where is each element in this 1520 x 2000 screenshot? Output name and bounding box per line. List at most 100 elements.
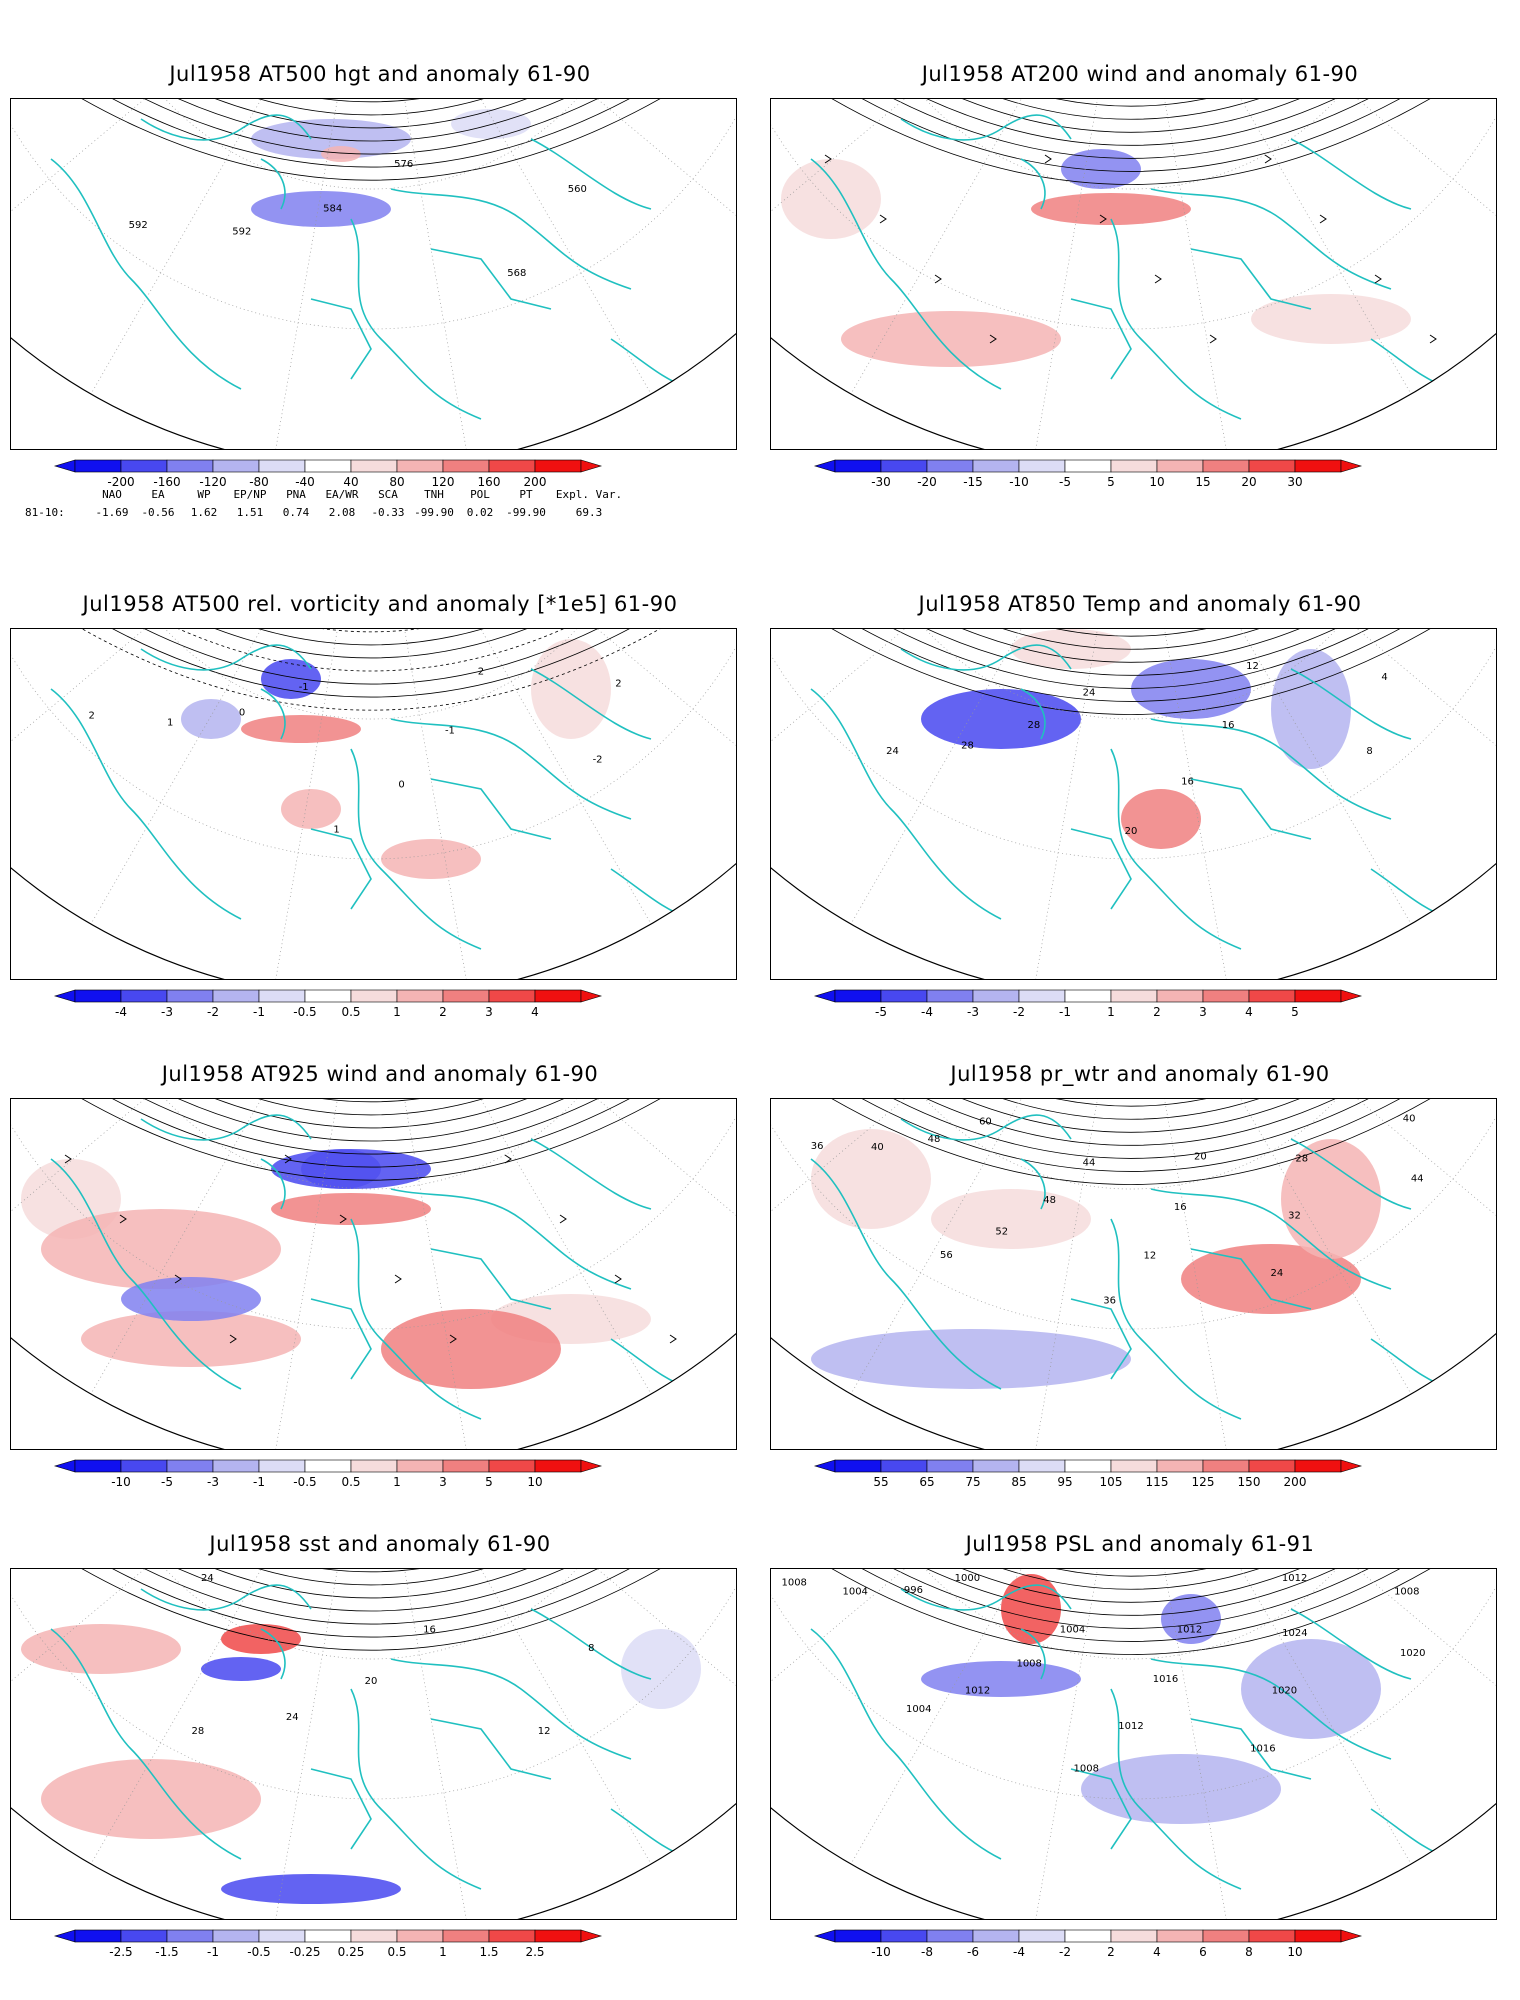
colorbar-tick-label: 8 [1245, 1945, 1253, 1959]
contour-label: 16 [1174, 1202, 1187, 1213]
contour-label: 568 [507, 268, 526, 279]
anomaly-pos [931, 1189, 1091, 1249]
graticule [370, 1569, 469, 1919]
colorbar-tick-label: 2.5 [525, 1945, 544, 1959]
colorbar-swatch [1248, 459, 1296, 473]
coastline [140, 114, 312, 141]
colorbar-swatch [120, 1929, 168, 1943]
anomaly-neg [1131, 659, 1251, 719]
contour-line [771, 1569, 1496, 1616]
streamline-arrow [339, 1214, 347, 1224]
graticule [1130, 99, 1229, 449]
colorbar: 55 65 75 85 95 105 115 125 150 200 [813, 1458, 1455, 1489]
colorbar-tick-label: 0.5 [341, 1005, 360, 1019]
contour-label: 12 [538, 1726, 551, 1737]
colorbar-tick-label: -1 [253, 1475, 265, 1489]
contour-line [11, 1569, 736, 1638]
coastline [1110, 748, 1242, 950]
contour-line [771, 1569, 1496, 1629]
colorbar-swatch [1294, 459, 1342, 473]
coastline [350, 1218, 482, 1420]
anomaly-neg [1241, 1639, 1381, 1739]
contour-line [11, 629, 736, 711]
map-frame: 2 -2 2 -1 0 1 -1 0 1 2 [10, 628, 737, 980]
telecon-value: 1.51 [236, 505, 264, 519]
anomaly-neg [271, 1149, 431, 1189]
coastline [1190, 248, 1312, 310]
anomaly-neg [121, 1277, 261, 1321]
colorbar-arrow-right [580, 989, 603, 1003]
coastline [610, 1338, 692, 1390]
anomaly-pos [281, 789, 341, 829]
coastline [1020, 1158, 1046, 1210]
streamline-arrow [1099, 214, 1107, 224]
colorbar-tick-label: 5 [1107, 475, 1115, 489]
colorbar-tick-label: -2 [207, 1005, 219, 1019]
graticule [11, 1569, 372, 1571]
contour-line [771, 99, 1496, 172]
coastline [430, 1718, 552, 1780]
colorbar-tick-label: 75 [965, 1475, 980, 1489]
colorbar-swatch [972, 1459, 1020, 1473]
colorbar-tick-label: 95 [1057, 1475, 1072, 1489]
colorbar-tick-label: -3 [161, 1005, 173, 1019]
map-content [771, 99, 1496, 449]
map-content [771, 629, 1496, 979]
contour-label: 32 [1288, 1210, 1301, 1221]
anomaly-neg [451, 109, 531, 139]
telecon-value: 1.62 [190, 505, 218, 519]
streamline-arrow [614, 1274, 622, 1284]
coastline [140, 1114, 312, 1141]
graticule [1130, 629, 1496, 631]
map-frame: 40 44 28 32 24 20 16 12 36 44 48 52 56 60 48 40 36 [770, 1098, 1497, 1450]
contour-label: 40 [871, 1142, 884, 1153]
anomaly-pos [811, 1129, 931, 1229]
colorbar-arrow-left [813, 459, 836, 473]
colorbar-tick-label: -40 [295, 475, 315, 489]
coastline [610, 868, 692, 920]
coastline [1020, 688, 1046, 740]
colorbar-tick-label: -8 [921, 1945, 933, 1959]
colorbar-swatch [442, 459, 490, 473]
anomaly-pos [41, 1759, 261, 1839]
colorbar-swatch [350, 989, 398, 1003]
colorbar-swatch [212, 1459, 260, 1473]
colorbar-swatch [1248, 1929, 1296, 1943]
coastline [430, 778, 552, 840]
contour-label: 1008 [1074, 1763, 1099, 1774]
streamline-arrow [119, 1214, 127, 1224]
colorbar-arrow-left [813, 989, 836, 1003]
contour-label: 1004 [842, 1586, 867, 1597]
colorbar-arrow-right [580, 459, 603, 473]
contour-label: -1 [299, 682, 309, 693]
colorbar-swatch [1156, 459, 1204, 473]
contour-line [771, 99, 1496, 133]
colorbar-tick-label: 30 [1287, 475, 1302, 489]
contour-label: 8 [1366, 746, 1372, 757]
panel-title: Jul1958 AT500 hgt and anomaly 61-90 [169, 62, 591, 86]
contour-label: 28 [961, 740, 974, 751]
colorbar-tick-label: 0.5 [387, 1945, 406, 1959]
colorbar-swatch [120, 989, 168, 1003]
contour-line [804, 1569, 1458, 1577]
coastline [390, 188, 632, 290]
telecon-value: -1.69 [95, 505, 129, 519]
colorbar-arrow-right [580, 1929, 603, 1943]
coastline [810, 688, 1002, 920]
colorbar-swatch [442, 989, 490, 1003]
telecon-header: NAO [102, 487, 122, 501]
colorbar-tick-label: 200 [524, 475, 547, 489]
colorbar-swatch [258, 989, 306, 1003]
contour-label: 1020 [1400, 1648, 1425, 1659]
contour-line [771, 1099, 1496, 1159]
colorbar-swatch [488, 989, 536, 1003]
contour-line [11, 1569, 736, 1625]
contour-label: 8 [588, 1643, 594, 1654]
colorbar-tick-label: -10 [1009, 475, 1029, 489]
contour-label: 48 [928, 1134, 941, 1145]
contour-label: 1016 [1250, 1743, 1275, 1754]
anomaly-pos [81, 1311, 301, 1367]
colorbar-tick-label: -3 [967, 1005, 979, 1019]
coastline [50, 158, 242, 390]
contour-label: 1012 [965, 1686, 990, 1697]
